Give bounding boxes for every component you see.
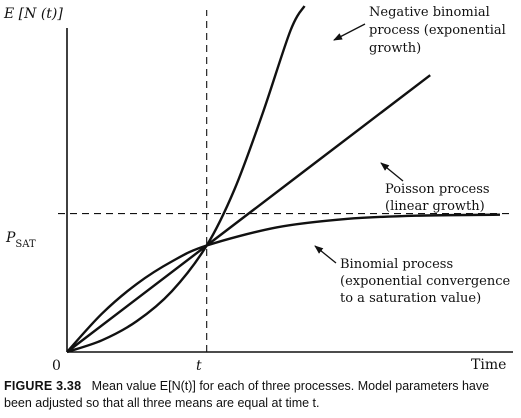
series-line-poisson — [66, 74, 431, 353]
figure-caption: FIGURE 3.38 Mean value E[N(t)] for each … — [4, 378, 518, 412]
x-axis-label: Time — [471, 357, 506, 373]
arrow-negative-binomial — [333, 23, 366, 41]
saturation-subscript: SAT — [15, 239, 36, 250]
label-negative-binomial: Negative binomial process (exponential g… — [369, 5, 510, 56]
series-line-binomial — [66, 213, 501, 353]
arrow-poisson — [380, 162, 404, 182]
label-binomial: Binomial process (exponential convergenc… — [340, 257, 514, 306]
caption-text: Mean value E[N(t)] for each of three pro… — [4, 379, 490, 410]
series-line-negative-binomial — [66, 5, 306, 354]
label-poisson: Poisson process (linear growth) — [385, 182, 494, 214]
origin-tick-label: 0 — [52, 358, 61, 374]
chart-figure: E [N (t)] Time 0 t PSAT Negative binomia… — [3, 5, 514, 374]
figure-number: FIGURE 3.38 — [4, 379, 82, 393]
t-tick-label: t — [196, 358, 202, 374]
saturation-label: PSAT — [5, 230, 36, 250]
y-axis-label: E [N (t)] — [3, 6, 63, 22]
arrow-binomial — [314, 245, 337, 264]
